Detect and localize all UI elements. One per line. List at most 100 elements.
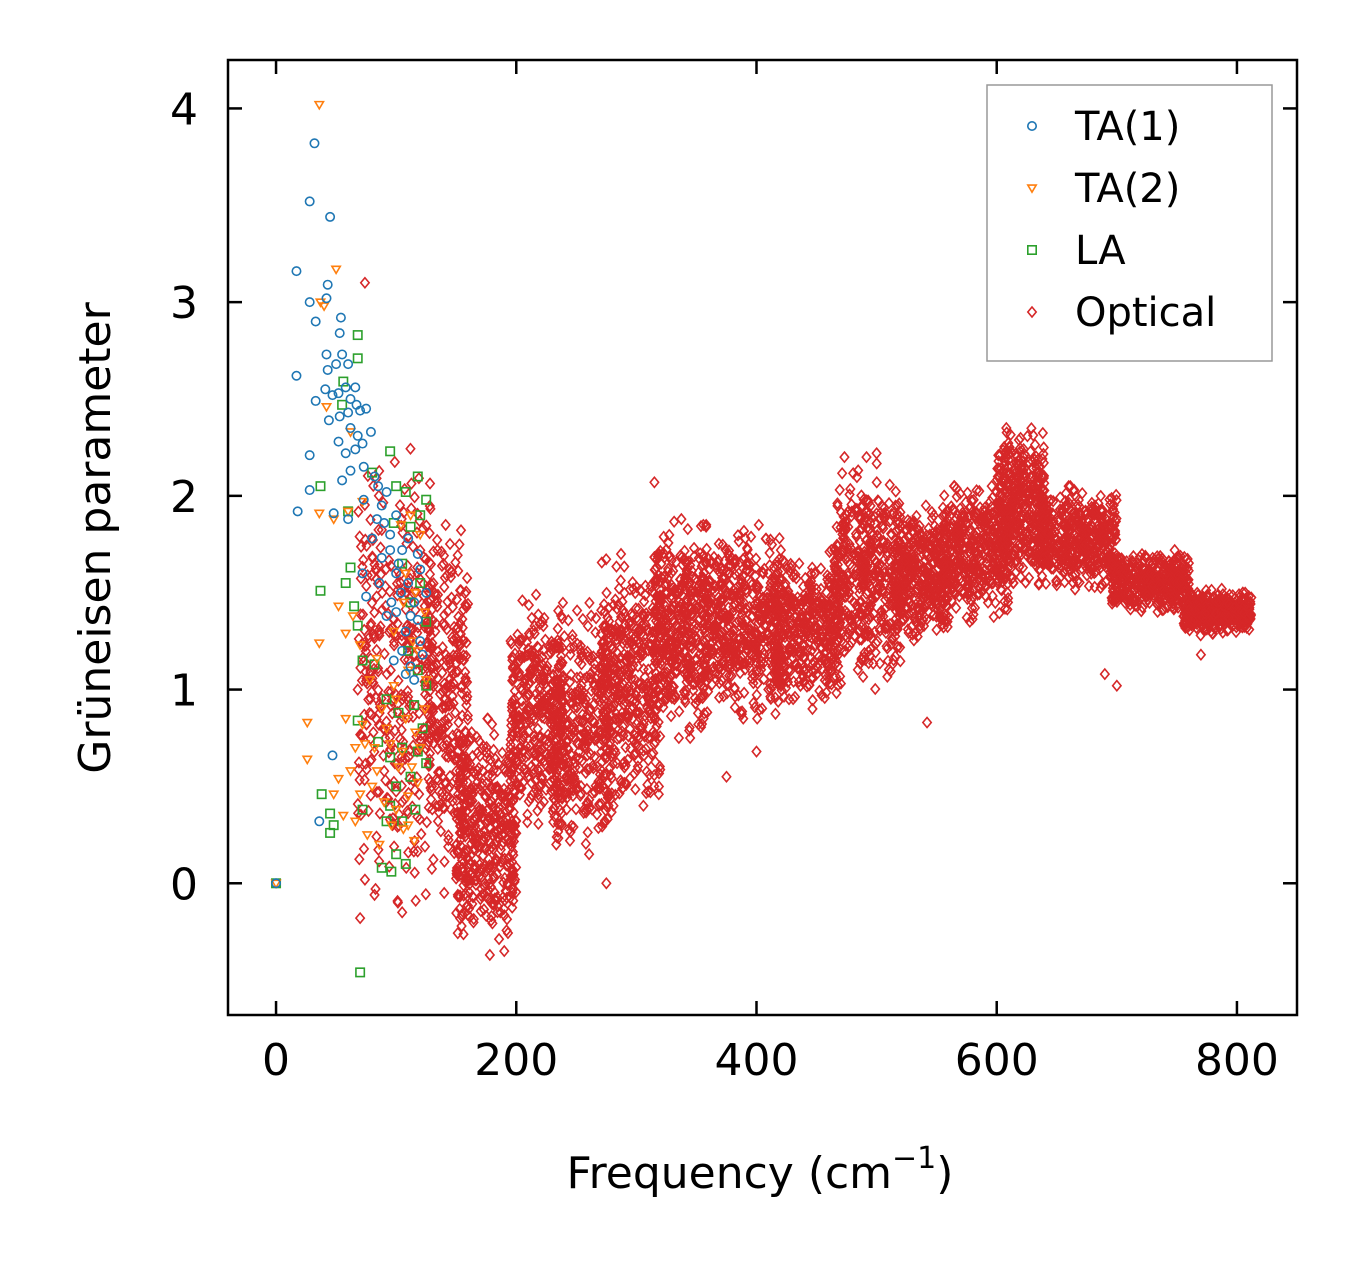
data-point <box>596 556 608 569</box>
data-point <box>641 677 653 691</box>
data-point <box>380 562 392 576</box>
data-point <box>501 885 512 898</box>
data-point <box>613 598 624 611</box>
data-point <box>865 598 877 612</box>
data-point <box>703 611 714 625</box>
data-point <box>583 793 595 806</box>
data-point <box>606 642 618 655</box>
data-point <box>717 538 729 552</box>
data-point <box>856 522 868 535</box>
data-point <box>654 730 666 743</box>
data-point <box>445 678 456 691</box>
data-point <box>648 746 659 760</box>
data-point <box>779 660 791 673</box>
data-point <box>451 593 463 606</box>
data-point <box>700 520 712 534</box>
data-point <box>552 817 564 831</box>
data-point <box>662 586 673 599</box>
data-point <box>560 681 571 695</box>
data-point <box>483 852 494 866</box>
data-point <box>443 840 454 854</box>
data-point <box>777 554 788 567</box>
data-point <box>714 566 726 579</box>
data-point <box>381 667 393 681</box>
data-point <box>439 801 450 815</box>
data-point <box>516 650 528 663</box>
data-point <box>537 668 548 681</box>
data-point <box>462 761 474 774</box>
data-point <box>549 741 561 754</box>
data-point <box>816 628 827 641</box>
data-point <box>699 660 710 674</box>
data-point <box>610 746 621 760</box>
data-point <box>437 740 448 753</box>
data-point <box>687 678 699 691</box>
data-point <box>871 457 882 470</box>
data-point <box>815 582 827 596</box>
data-point <box>590 611 602 625</box>
data-point <box>554 723 566 737</box>
data-point <box>658 622 669 636</box>
data-point <box>826 663 838 677</box>
data-point <box>441 622 453 636</box>
data-point <box>595 675 606 688</box>
data-point <box>774 601 786 614</box>
data-point <box>787 636 799 650</box>
data-point <box>425 781 436 795</box>
data-point <box>428 853 439 866</box>
data-point <box>604 744 615 757</box>
data-point <box>838 538 850 552</box>
data-point <box>555 649 567 663</box>
data-point <box>497 746 508 760</box>
data-point <box>594 777 605 790</box>
data-point <box>822 573 833 586</box>
data-point <box>698 687 710 701</box>
data-point <box>507 894 519 908</box>
data-point <box>483 883 494 897</box>
data-point <box>529 619 540 633</box>
data-point <box>774 531 785 545</box>
data-point <box>461 869 473 883</box>
data-point <box>393 674 404 688</box>
data-point <box>552 676 563 689</box>
data-point <box>555 728 566 742</box>
data-point <box>688 684 699 697</box>
data-point <box>606 771 617 785</box>
data-point <box>756 702 768 715</box>
data-point <box>556 716 567 730</box>
data-point <box>640 607 652 620</box>
data-point <box>523 795 535 808</box>
data-point <box>679 544 690 558</box>
data-point <box>488 896 499 910</box>
data-point <box>591 808 603 821</box>
data-point <box>495 843 506 856</box>
data-point <box>547 749 558 763</box>
data-point <box>758 619 770 632</box>
data-point <box>697 634 708 648</box>
data-point <box>537 615 548 629</box>
data-point <box>557 752 569 766</box>
data-point <box>723 544 735 557</box>
data-point <box>744 557 755 571</box>
data-point <box>448 649 459 662</box>
data-point <box>650 637 662 650</box>
data-point <box>766 538 778 551</box>
data-point <box>547 805 559 819</box>
data-point <box>564 768 575 781</box>
data-point <box>462 690 473 703</box>
data-point <box>678 685 690 698</box>
data-point <box>475 840 486 853</box>
data-point <box>481 740 492 754</box>
data-point <box>431 658 442 672</box>
data-point <box>603 738 615 751</box>
data-point <box>707 661 719 675</box>
data-point <box>556 641 568 654</box>
data-point <box>571 701 583 714</box>
data-point <box>696 678 707 691</box>
data-point <box>688 541 700 555</box>
data-point <box>629 767 640 780</box>
data-point <box>680 583 691 596</box>
data-point <box>374 629 385 642</box>
data-point <box>505 634 516 648</box>
data-point <box>363 693 374 706</box>
